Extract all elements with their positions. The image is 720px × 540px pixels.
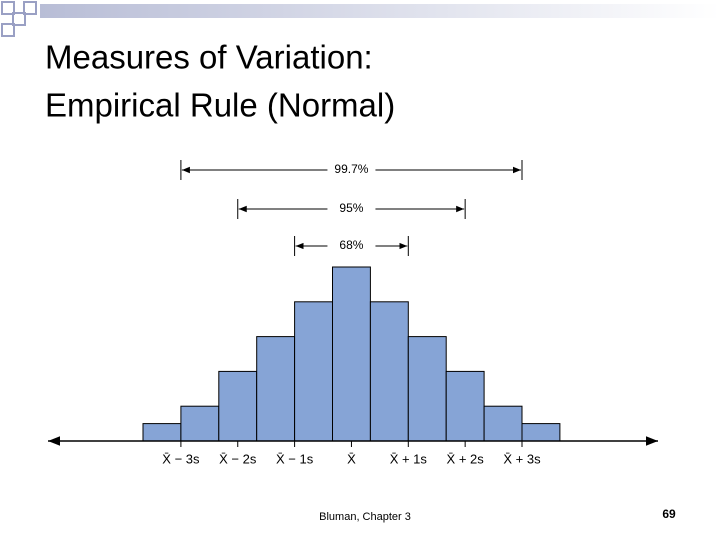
bar <box>256 336 296 442</box>
bar <box>294 301 334 442</box>
x-label: X̄ − 2s <box>219 451 257 466</box>
histogram-figure: X̄ − 3s X̄ − 2s X̄ − 1s X̄ X̄ + 1s X̄ + 2s X̄ … <box>48 160 658 466</box>
x-label: X̄ + 1s <box>390 451 428 466</box>
title-line: Measures of Variation: <box>45 39 373 76</box>
range-label: 68% <box>339 238 363 252</box>
x-label: X̄ − 3s <box>162 451 200 466</box>
bar <box>142 423 182 442</box>
range-label: 99.7% <box>334 162 368 176</box>
x-label: X̄ + 2s <box>447 451 485 466</box>
x-label: X̄ <box>347 451 356 466</box>
title-line: Empirical Rule (Normal) <box>45 87 395 124</box>
range-label: 95% <box>339 201 363 215</box>
corner-squares <box>1 1 37 37</box>
bar <box>218 370 258 442</box>
bar <box>180 405 220 442</box>
bar <box>445 370 485 442</box>
top-band <box>40 4 720 18</box>
footer: Bluman, Chapter 3 <box>319 511 411 523</box>
bar <box>369 301 409 442</box>
bar <box>521 423 561 442</box>
bar <box>483 405 523 442</box>
bar <box>332 266 371 442</box>
page-number: 69 <box>662 507 676 521</box>
bar <box>407 336 447 442</box>
x-label: X̄ − 1s <box>276 451 314 466</box>
x-label: X̄ + 3s <box>503 451 541 466</box>
